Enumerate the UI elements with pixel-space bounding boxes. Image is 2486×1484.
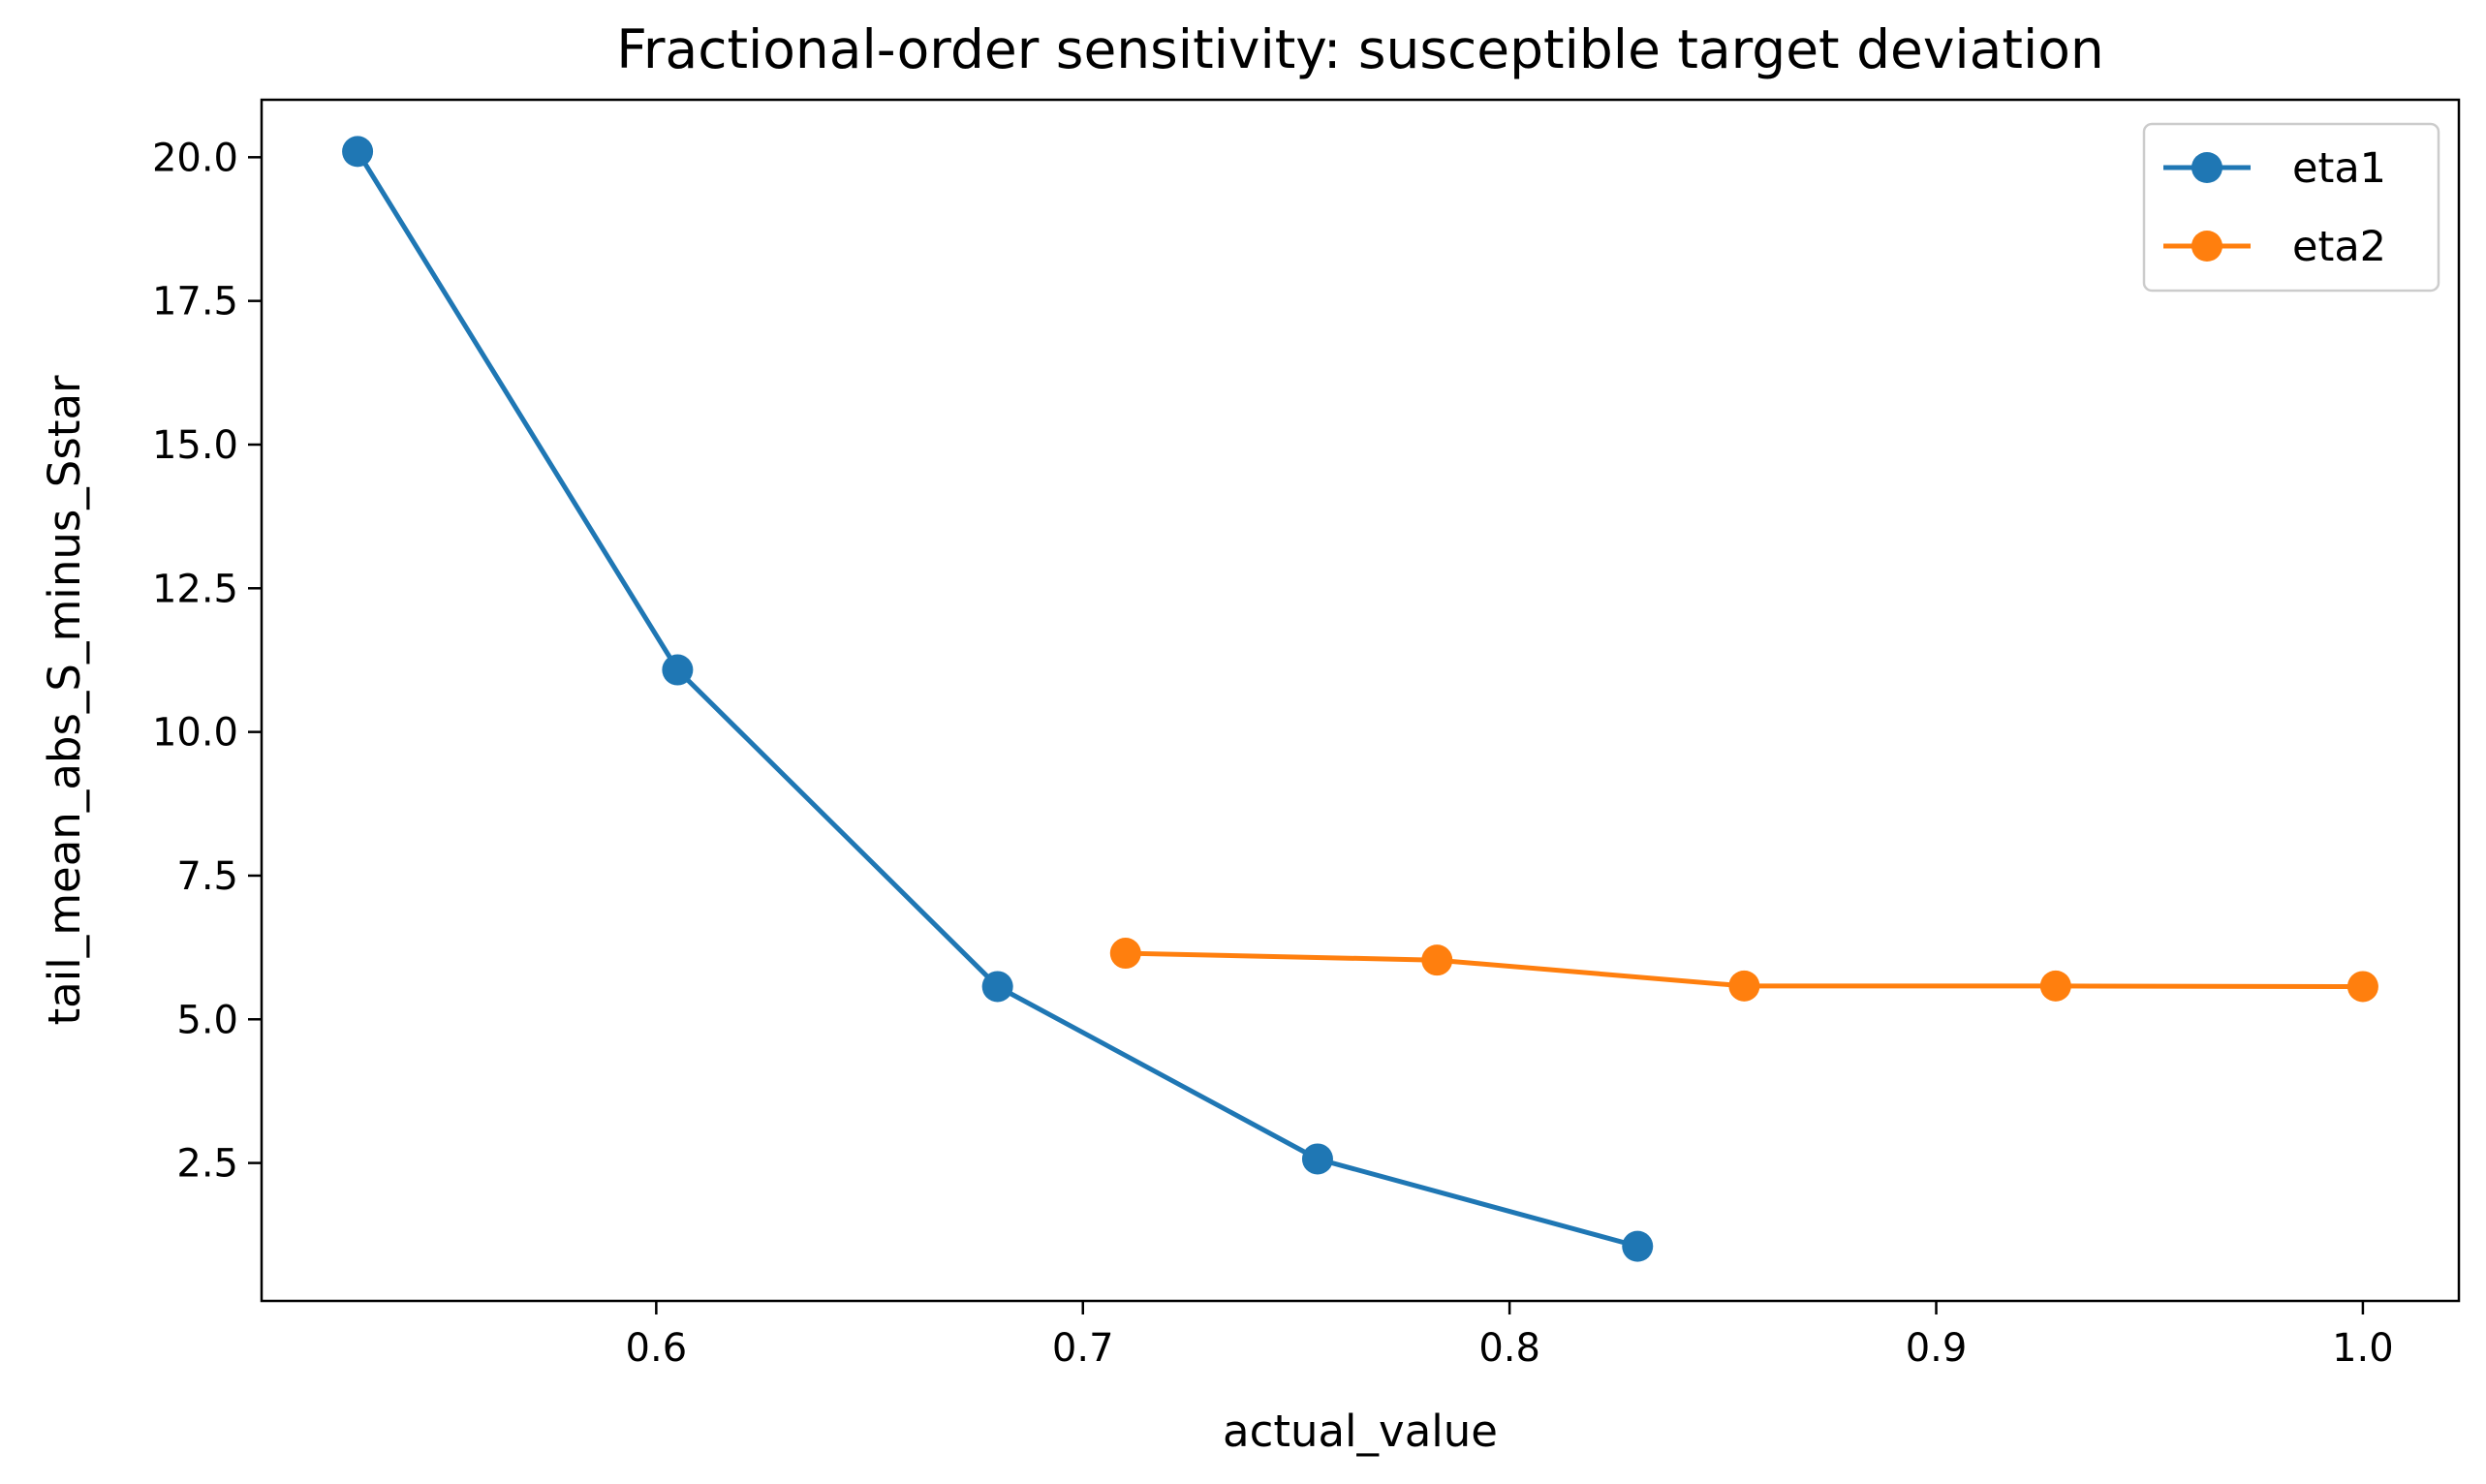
legend-items: eta1 eta2 [2163,144,2386,271]
y-tick-label: 7.5 [176,854,238,899]
data-point-eta1 [981,971,1013,1003]
data-point-eta1 [662,654,694,686]
x-tick-label: 0.8 [1478,1326,1540,1371]
y-tick-label: 12.5 [152,567,238,611]
data-point-eta2 [1421,944,1453,976]
y-tick-label: 17.5 [152,280,238,325]
y-axis-ticks: 2.5 5.0 7.5 10.0 12.5 15.0 17.5 20.0 [152,136,262,1187]
data-point-eta1 [1301,1143,1333,1175]
y-tick-label: 2.5 [176,1142,238,1187]
data-point-eta2 [2346,971,2378,1003]
y-tick-label: 15.0 [152,423,238,468]
series-eta2 [1109,938,2378,1003]
plot-area [260,98,2461,1303]
legend-marker-eta1 [2191,152,2222,183]
series-layer [342,136,2378,1262]
x-tick-label: 0.7 [1052,1326,1114,1371]
x-axis-label: actual_value [1223,1406,1498,1457]
chart-title: Fractional-order sensitivity: susceptibl… [616,18,2104,80]
y-tick-label: 5.0 [176,998,238,1042]
data-point-eta2 [1109,938,1141,970]
legend-label-eta1: eta1 [2292,144,2386,193]
x-tick-label: 1.0 [2332,1326,2394,1371]
y-tick-label: 10.0 [152,711,238,756]
y-tick-label: 20.0 [152,136,238,180]
series-eta1 [342,136,1654,1262]
data-point-eta1 [1622,1230,1654,1262]
y-axis-label: tail_mean_abs_S_minus_Sstar [39,375,90,1026]
legend: eta1 eta2 [2142,122,2440,293]
legend-box [2142,122,2440,293]
legend-marker-eta2 [2191,231,2222,262]
data-point-eta2 [2039,970,2071,1002]
x-tick-label: 0.6 [626,1326,688,1371]
legend-label-eta2: eta2 [2292,223,2386,271]
x-tick-label: 0.9 [1906,1326,1968,1371]
data-point-eta2 [1728,970,1760,1002]
data-point-eta1 [342,136,374,168]
x-axis-ticks: 0.6 0.7 0.8 0.9 1.0 [626,1301,2394,1371]
